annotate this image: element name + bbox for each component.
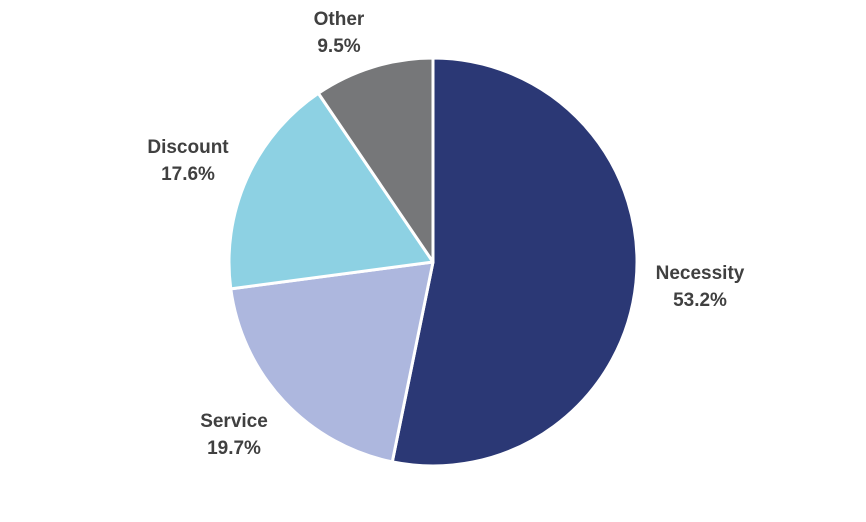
pie-slice-other	[316, 56, 435, 264]
pie-slice-necessity	[390, 56, 639, 468]
pie-slice-discount	[227, 91, 435, 291]
slice-name-label-other: Other	[314, 9, 365, 30]
slice-name-label-service: Service	[200, 411, 268, 432]
pie-labels: Necessity 53.2% Service 19.7% Discount 17.6% O…	[147, 9, 744, 459]
slice-value-label-other: 9.5%	[317, 36, 360, 57]
slice-value-label-necessity: 53.2%	[673, 290, 727, 311]
pie-slice-service	[229, 260, 435, 464]
pie-slices	[227, 56, 639, 468]
slice-value-label-service: 19.7%	[207, 438, 261, 459]
slice-name-label-discount: Discount	[147, 137, 229, 158]
slice-value-label-discount: 17.6%	[161, 164, 215, 185]
slice-name-label-necessity: Necessity	[656, 263, 745, 284]
